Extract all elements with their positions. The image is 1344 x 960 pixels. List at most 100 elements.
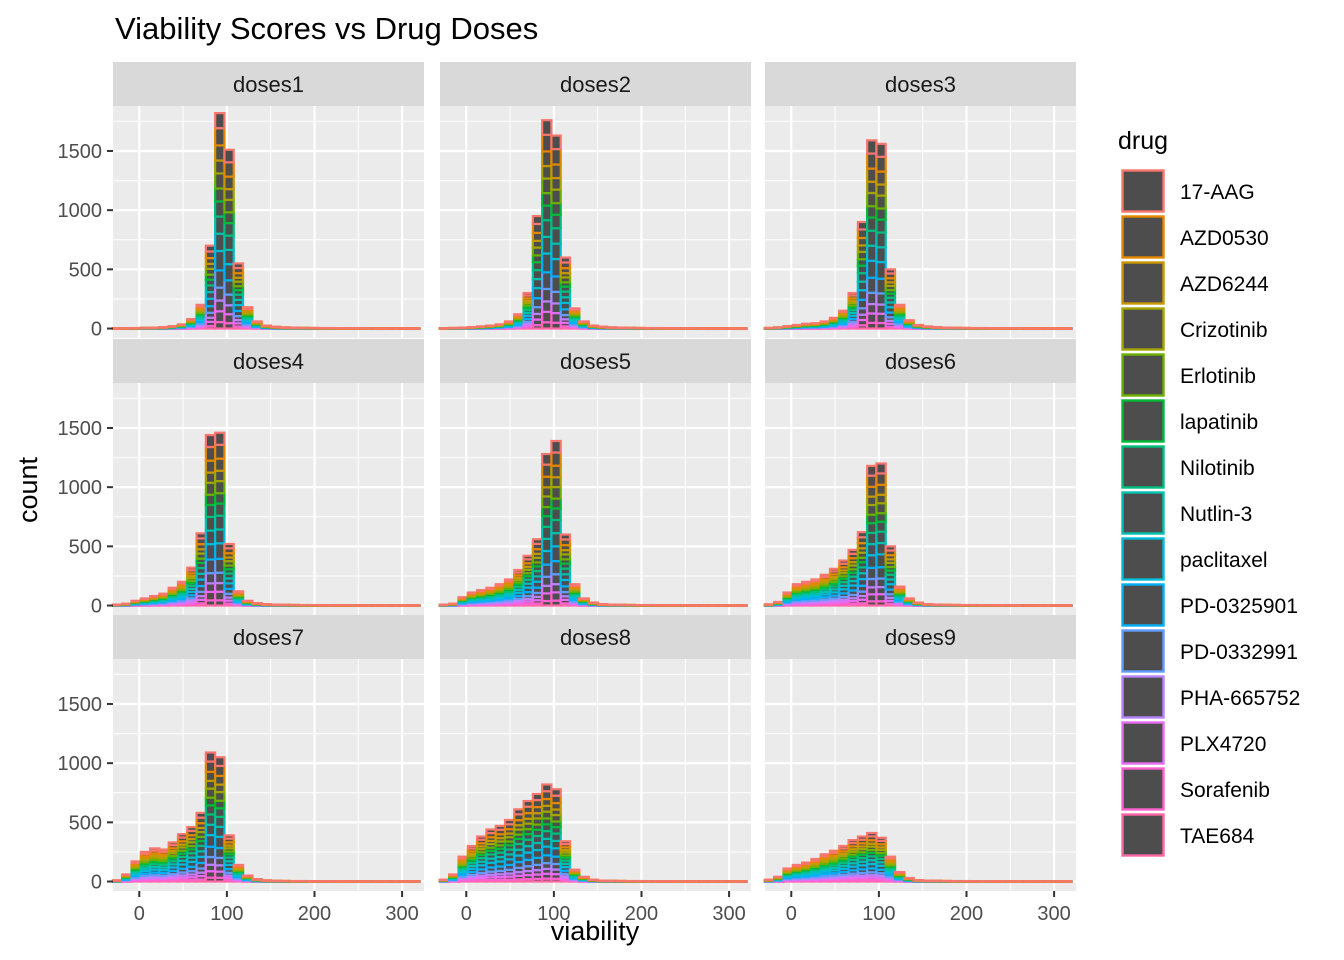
histogram-bar-segment xyxy=(214,299,226,313)
histogram-bar-segment xyxy=(149,847,161,852)
histogram-bar-segment xyxy=(476,835,488,841)
x-tick-label: 300 xyxy=(712,903,745,925)
chart-title: Viability Scores vs Drug Doses xyxy=(115,11,538,46)
x-tick-label: 300 xyxy=(385,903,418,925)
x-tick-label: 100 xyxy=(210,903,243,925)
histogram-bar-segment xyxy=(214,783,226,794)
histogram-bar-segment xyxy=(782,867,794,871)
histogram-bar-segment xyxy=(214,542,226,560)
histogram-bars xyxy=(438,439,748,608)
histogram-bar-segment xyxy=(541,790,553,801)
y-tick-label: 0 xyxy=(91,872,102,894)
histogram-bar-segment xyxy=(522,799,534,808)
y-tick-label: 1500 xyxy=(58,141,103,163)
histogram-bar-segment xyxy=(204,515,217,532)
histogram-bar-segment xyxy=(541,287,553,303)
histogram-bar-segment xyxy=(801,580,813,585)
histogram-bar-segment xyxy=(819,853,832,858)
histogram-bar-segment xyxy=(893,870,906,874)
histogram-bar-segment xyxy=(810,578,822,583)
histogram-bar-segment xyxy=(531,231,544,242)
histogram-bar-segment xyxy=(559,840,572,846)
histogram-bar-segment xyxy=(866,464,878,477)
histogram-bar-segment xyxy=(550,147,562,166)
histogram-bar-segment xyxy=(223,542,235,550)
legend-item: PHA-665752 xyxy=(1120,674,1300,720)
histogram-bar-segment xyxy=(819,573,832,579)
y-tick-label: 500 xyxy=(69,812,102,834)
histogram-bar-segment xyxy=(875,246,887,264)
histogram-bar-segment xyxy=(541,164,553,180)
histogram-bar-segment xyxy=(457,855,469,860)
histogram-bar-segment xyxy=(550,213,562,230)
histogram-bar-segment xyxy=(214,774,226,786)
legend-item: Nutlin-3 xyxy=(1120,490,1252,536)
facet-label: doses9 xyxy=(885,625,956,650)
panel-background xyxy=(765,659,1076,891)
histogram-bar-segment xyxy=(550,176,562,191)
histogram-bar-segment xyxy=(875,231,887,249)
legend-item: paclitaxel xyxy=(1120,536,1268,582)
histogram-bar-segment xyxy=(875,541,887,556)
legend-key-swatch xyxy=(1121,629,1165,673)
histogram-bar-segment xyxy=(541,584,553,595)
histogram-bar-segment xyxy=(866,167,878,183)
histogram-bar-segment xyxy=(875,312,887,325)
histogram-bar-segment xyxy=(541,252,553,274)
histogram-bar-segment xyxy=(149,594,161,598)
legend-item: 17-AAG xyxy=(1120,168,1255,214)
histogram-bar-segment xyxy=(875,512,887,523)
histogram-bar-segment xyxy=(494,824,507,831)
histogram-bar-segment xyxy=(531,286,544,300)
histogram-bar-segment xyxy=(204,751,217,763)
histogram-bar-segment xyxy=(875,493,887,505)
histogram-bar-segment xyxy=(791,583,804,587)
histogram-bar-segment xyxy=(550,257,562,278)
facet-label: doses5 xyxy=(560,349,631,374)
histogram-bar-segment xyxy=(476,589,488,593)
histogram-bar-segment xyxy=(866,244,878,262)
histogram-bars xyxy=(438,119,748,331)
histogram-bar-segment xyxy=(204,244,217,253)
histogram-bars xyxy=(111,112,421,331)
histogram-bar-segment xyxy=(550,451,562,467)
facet-panel-doses2: doses2 xyxy=(438,62,751,338)
histogram-bar-segment xyxy=(541,119,553,136)
histogram-bar-segment xyxy=(214,457,226,472)
histogram-bar-segment xyxy=(204,471,217,484)
histogram-bar-segment xyxy=(875,566,887,580)
x-tick-label: 200 xyxy=(950,903,983,925)
histogram-bar-segment xyxy=(214,756,226,768)
histogram-bar-segment xyxy=(875,553,887,569)
histogram-bar-segment xyxy=(204,558,217,575)
histogram-bar-segment xyxy=(847,839,859,845)
histogram-bar-segment xyxy=(204,503,217,518)
histogram-bar-segment xyxy=(875,530,887,545)
facet-strip xyxy=(113,339,424,383)
histogram-bar-segment xyxy=(875,277,887,295)
histogram-bar-segment xyxy=(550,573,562,586)
histogram-bar-segment xyxy=(232,262,245,270)
histogram-bar-segment xyxy=(866,485,878,498)
histogram-bar-segment xyxy=(214,581,226,593)
histogram-bar-segment xyxy=(158,848,170,853)
histogram-bar-segment xyxy=(541,452,553,466)
histogram-bar-segment xyxy=(204,572,217,585)
histogram-bar-segment xyxy=(214,159,226,175)
histogram-bar-segment xyxy=(856,236,869,247)
histogram-bar-segment xyxy=(866,205,878,219)
histogram-bar-segment xyxy=(541,525,553,540)
histogram-bar-segment xyxy=(875,577,887,589)
facet-label: doses3 xyxy=(885,72,956,97)
histogram-bar-segment xyxy=(214,249,226,272)
histogram-bar-segment xyxy=(214,232,226,253)
histogram-bar-segment xyxy=(214,310,226,324)
histogram-bar-segment xyxy=(522,554,534,561)
histogram-bar-segment xyxy=(568,868,581,872)
histogram-bar-segment xyxy=(801,861,813,866)
histogram-bar-segment xyxy=(866,554,878,569)
facet-label: doses6 xyxy=(885,349,956,374)
legend-item: PD-0325901 xyxy=(1120,582,1298,628)
legend-key-swatch xyxy=(1121,307,1165,351)
facet-label: doses1 xyxy=(233,72,304,97)
